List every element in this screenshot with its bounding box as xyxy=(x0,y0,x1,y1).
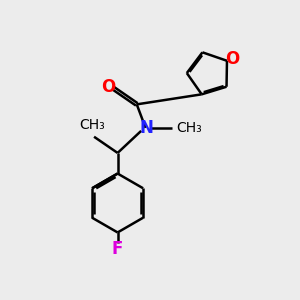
Text: F: F xyxy=(112,240,123,258)
Text: CH₃: CH₃ xyxy=(176,121,202,135)
Text: O: O xyxy=(101,78,115,96)
Text: O: O xyxy=(225,50,239,68)
Text: N: N xyxy=(139,119,153,137)
Text: CH₃: CH₃ xyxy=(80,118,106,132)
